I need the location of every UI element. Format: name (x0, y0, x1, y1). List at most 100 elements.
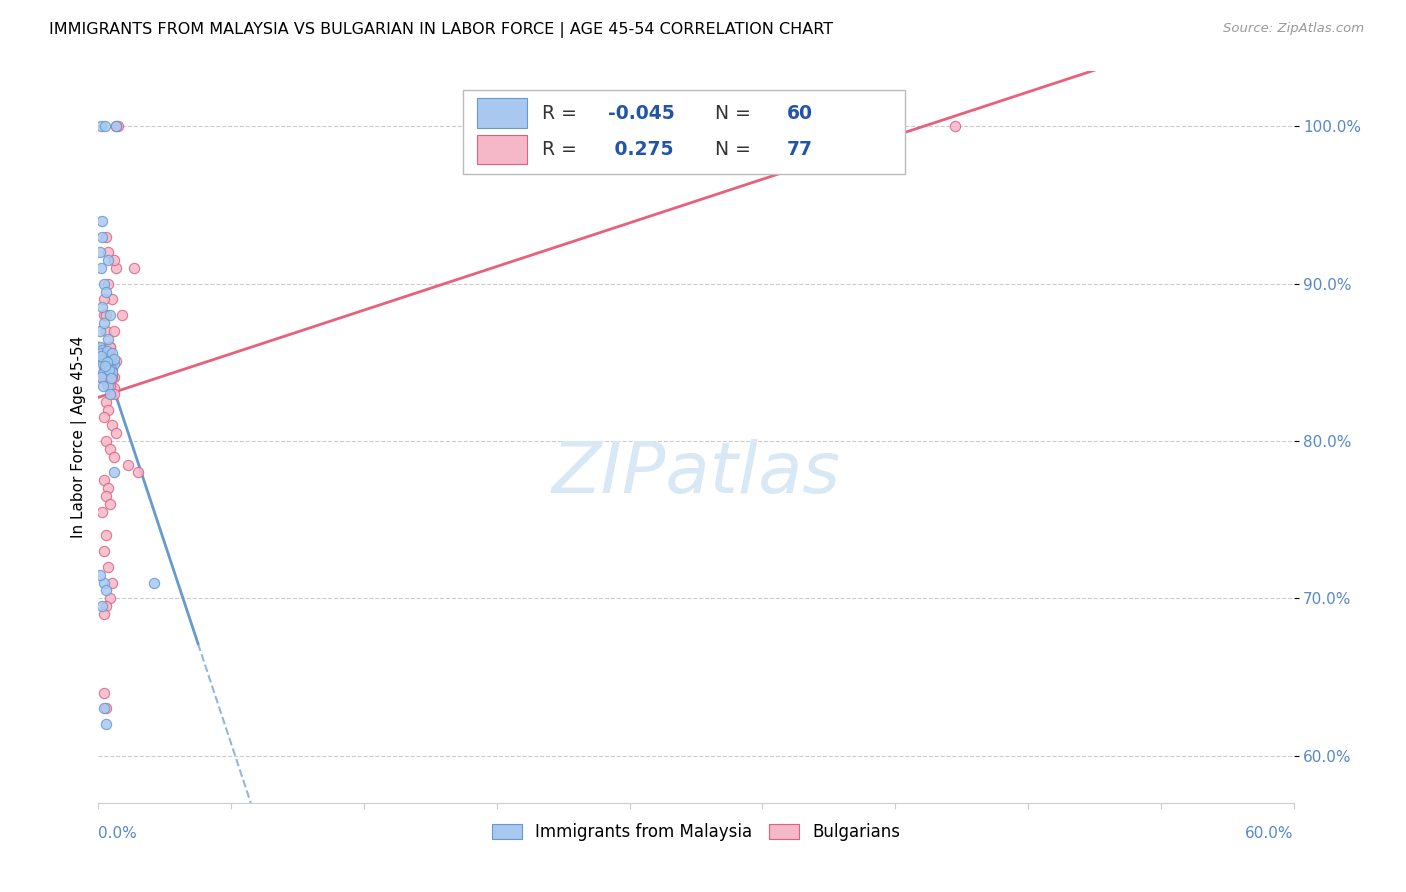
Point (93, 701, 115, 715)
Point (90, 349, 112, 363)
Point (101, 365, 124, 379)
Point (98, 355, 122, 369)
Point (101, 293, 124, 307)
Point (93, 357, 115, 371)
Point (96, 599, 118, 614)
Point (98, 347, 122, 361)
Text: 77: 77 (787, 140, 813, 159)
Text: Source: ZipAtlas.com: Source: ZipAtlas.com (1223, 22, 1364, 36)
Point (93, 410, 115, 425)
Text: R =: R = (541, 140, 582, 159)
Point (96, 355, 118, 369)
Point (94, 120, 117, 134)
Point (97, 367, 120, 381)
Point (98, 340, 122, 354)
Point (103, 253, 125, 268)
Point (93, 293, 115, 307)
Point (96, 583, 118, 598)
Point (89, 245, 111, 260)
Point (101, 371, 124, 385)
Point (93, 316, 115, 330)
Point (93, 347, 115, 361)
Point (93, 277, 115, 291)
Text: 60: 60 (787, 103, 813, 122)
Point (93, 347, 115, 361)
Point (93, 349, 115, 363)
Point (105, 260, 128, 275)
Point (105, 426, 128, 441)
Point (96, 701, 118, 715)
Point (93, 308, 115, 322)
Point (96, 229, 118, 244)
Text: N =: N = (716, 103, 756, 122)
Text: 0.0%: 0.0% (98, 826, 138, 841)
Point (97, 363, 120, 377)
Point (96, 717, 118, 731)
Point (103, 324, 125, 338)
Point (93, 607, 115, 621)
Point (98, 442, 122, 456)
Point (103, 369, 125, 384)
Point (98, 379, 122, 393)
Point (96, 489, 118, 503)
Point (101, 575, 124, 590)
Point (91, 343, 114, 357)
Point (97, 365, 120, 379)
Point (101, 346, 124, 360)
FancyBboxPatch shape (463, 90, 905, 174)
Point (96, 434, 118, 448)
Point (91, 351, 114, 365)
Point (96, 355, 118, 369)
Point (101, 361, 124, 376)
Point (97, 253, 120, 268)
Point (97, 355, 120, 369)
Point (97, 402, 120, 417)
Point (103, 355, 125, 369)
Point (97, 481, 120, 495)
Point (89, 324, 111, 338)
Point (91, 599, 114, 614)
Point (98, 359, 122, 373)
Point (97, 355, 120, 369)
Point (93, 349, 115, 363)
Point (90, 369, 112, 384)
Point (103, 352, 125, 367)
Point (98, 353, 121, 368)
Point (111, 308, 134, 322)
Point (91, 505, 114, 519)
Point (98, 497, 122, 511)
Point (97, 277, 120, 291)
Point (943, 120, 966, 134)
Point (93, 379, 115, 393)
Point (97, 363, 120, 377)
Point (93, 575, 115, 590)
Point (101, 355, 124, 369)
Point (96, 344, 118, 359)
Point (105, 120, 128, 134)
Point (117, 458, 139, 472)
Point (98, 363, 121, 377)
Point (97, 363, 120, 377)
Point (98, 340, 122, 354)
Point (96, 363, 118, 377)
Point (93, 544, 115, 558)
Point (97, 332, 120, 346)
Point (94, 359, 117, 373)
Point (98, 387, 122, 401)
Point (98, 353, 122, 368)
Point (90, 120, 112, 134)
Point (100, 361, 122, 376)
Point (96, 285, 118, 299)
Text: IMMIGRANTS FROM MALAYSIA VS BULGARIAN IN LABOR FORCE | AGE 45-54 CORRELATION CHA: IMMIGRANTS FROM MALAYSIA VS BULGARIAN IN… (49, 22, 834, 38)
Text: N =: N = (716, 140, 756, 159)
Point (96, 360, 118, 375)
Point (96, 353, 118, 368)
Point (91, 229, 114, 244)
Y-axis label: In Labor Force | Age 45-54: In Labor Force | Age 45-54 (72, 336, 87, 538)
Point (90, 260, 112, 275)
Point (101, 418, 124, 433)
Point (97, 245, 120, 260)
Point (96, 353, 118, 368)
Point (97, 352, 120, 367)
Point (100, 371, 122, 385)
